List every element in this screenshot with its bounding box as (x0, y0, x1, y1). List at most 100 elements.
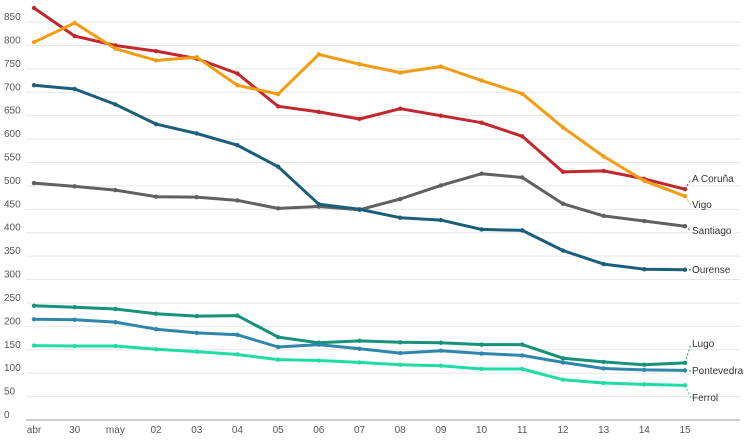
data-point-santiago (31, 180, 37, 186)
data-point-vigo (479, 78, 484, 83)
data-point-vigo (438, 64, 444, 69)
data-point-ourense (357, 207, 362, 212)
data-point-a-coruna (316, 109, 322, 115)
data-point-lugo (479, 342, 484, 347)
data-point-vigo (560, 125, 566, 130)
y-tick-label: 850 (4, 12, 21, 23)
data-point-a-coruna (72, 33, 77, 39)
data-point-ferrol (113, 343, 118, 349)
data-point-pontevedra (397, 350, 403, 356)
series-label-ourense: Ourense (692, 265, 731, 276)
label-leader-pontevedra (684, 369, 692, 372)
data-point-ourense (194, 131, 199, 136)
series-line-ourense (32, 83, 687, 272)
data-point-a-coruna (397, 106, 403, 111)
data-point-ourense (113, 102, 118, 107)
data-point-vigo (601, 154, 606, 159)
gridlines (26, 21, 740, 421)
data-point-a-coruna (479, 120, 484, 125)
data-point-ourense (601, 261, 606, 267)
data-point-santiago (275, 206, 281, 211)
data-point-pontevedra (194, 330, 199, 336)
x-tick-label: 06 (313, 425, 325, 436)
label-leader-vigo (684, 195, 692, 206)
data-point-lugo (397, 340, 403, 345)
data-point-ferrol (520, 366, 525, 372)
data-point-vigo (235, 83, 240, 88)
data-point-ferrol (72, 343, 77, 349)
data-point-a-coruna (275, 104, 281, 109)
data-point-ourense (560, 248, 566, 253)
data-point-pontevedra (153, 326, 159, 332)
data-point-vigo (642, 178, 647, 183)
data-point-ourense (275, 164, 281, 169)
x-tick-label: 07 (354, 425, 366, 436)
x-tick-label: 08 (395, 425, 407, 436)
data-point-santiago (194, 194, 199, 200)
x-axis-ticks: abr 30 may 02 03 04 05 06 07 08 09 10 11 12 13 14 15 (27, 425, 691, 436)
x-tick-label: 14 (639, 425, 651, 436)
label-leader-a-coruna (684, 178, 692, 190)
series-line-lugo (32, 304, 687, 367)
data-point-santiago (397, 196, 403, 202)
y-tick-label: 550 (4, 153, 21, 164)
y-tick-label: 700 (4, 82, 21, 93)
data-point-santiago (560, 201, 566, 206)
x-tick-label: may (106, 425, 125, 436)
data-point-pontevedra (316, 342, 322, 347)
data-point-santiago (72, 184, 77, 189)
data-point-lugo (194, 313, 199, 319)
data-point-ferrol (642, 382, 647, 387)
data-point-lugo (601, 359, 606, 365)
data-point-ourense (31, 83, 37, 88)
data-point-vigo (153, 58, 159, 63)
y-tick-label: 250 (4, 293, 21, 304)
y-tick-label: 500 (4, 176, 21, 187)
data-point-pontevedra (601, 366, 606, 371)
data-point-vigo (113, 46, 118, 51)
data-point-ferrol (438, 363, 444, 368)
y-tick-label: 300 (4, 270, 21, 281)
series-labels: A Coruña Vigo Santiago Ourense Lugo Pontevedr… (684, 174, 744, 404)
x-tick-label: 11 (517, 425, 528, 436)
y-tick-label: 750 (4, 59, 21, 70)
y-tick-label: 200 (4, 316, 21, 327)
series-label-vigo: Vigo (692, 200, 712, 211)
data-point-vigo (397, 70, 403, 75)
data-point-ferrol (31, 343, 37, 348)
data-point-ourense (153, 121, 159, 127)
data-point-pontevedra (520, 353, 525, 358)
x-tick-label: 09 (435, 425, 447, 436)
data-point-pontevedra (235, 332, 240, 337)
x-tick-label: 12 (557, 425, 569, 436)
series-label-ferrol: Ferrol (692, 393, 718, 404)
data-point-santiago (153, 194, 159, 199)
x-tick-label: 15 (679, 425, 691, 436)
series-line-santiago (32, 172, 687, 228)
data-point-ferrol (357, 360, 362, 365)
data-point-pontevedra (275, 344, 281, 350)
data-point-santiago (438, 183, 444, 188)
data-point-ourense (316, 201, 322, 207)
x-tick-label: 04 (232, 425, 244, 436)
data-point-vigo (357, 61, 362, 67)
series-label-pontevedra: Pontevedra (692, 366, 744, 377)
y-tick-label: 800 (4, 35, 21, 46)
y-tick-label: 0 (4, 410, 10, 421)
x-tick-label: 10 (476, 425, 488, 436)
series-label-santiago: Santiago (692, 226, 732, 237)
y-tick-label: 150 (4, 340, 21, 351)
data-point-santiago (601, 213, 606, 219)
data-point-a-coruna (31, 5, 37, 11)
y-tick-label: 600 (4, 129, 21, 140)
data-point-ferrol (316, 358, 322, 363)
data-point-santiago (520, 175, 525, 180)
data-point-ferrol (560, 377, 566, 382)
data-point-ourense (520, 228, 525, 233)
data-point-lugo (153, 311, 159, 316)
data-point-vigo (520, 91, 525, 96)
data-point-ourense (642, 267, 647, 272)
series-label-lugo: Lugo (692, 339, 715, 350)
data-point-ferrol (397, 362, 403, 367)
y-tick-label: 650 (4, 106, 21, 117)
